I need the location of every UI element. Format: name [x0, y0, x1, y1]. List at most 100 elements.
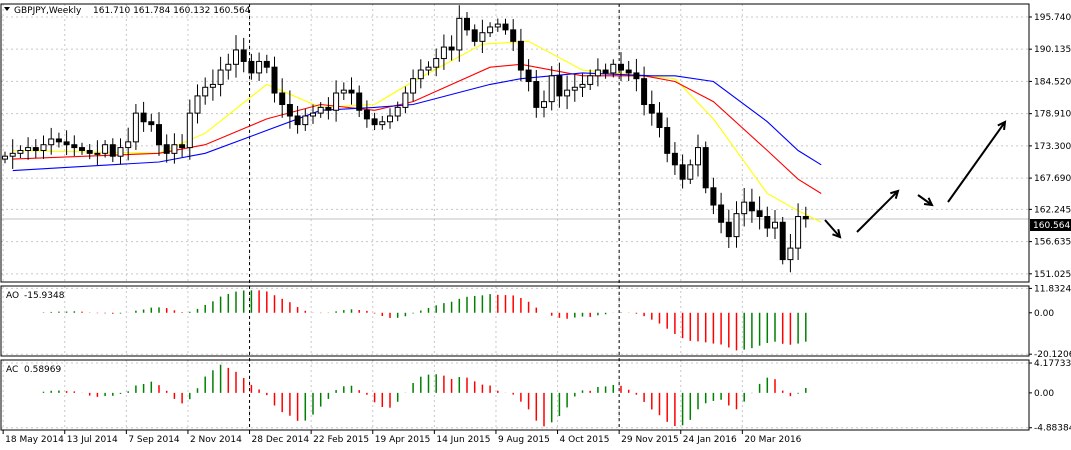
ma-line-0: [12, 40, 822, 223]
candle-body: [679, 164, 686, 180]
candle-body: [286, 104, 293, 117]
candle-body: [240, 49, 247, 62]
candle-body: [733, 213, 740, 238]
candle-body: [548, 75, 555, 103]
candle-body: [533, 81, 540, 108]
candle-body: [63, 141, 70, 146]
ao-tick-label: 11.8324: [1034, 284, 1071, 294]
time-tick-label: 20 Mar 2016: [744, 435, 801, 445]
candle-body: [71, 144, 78, 149]
candle-body: [148, 121, 155, 126]
candle-body: [602, 69, 609, 74]
ac-tick-label: 0.00: [1034, 389, 1054, 399]
dropdown-icon[interactable]: [4, 7, 10, 11]
current-price-marker: 160.564: [1030, 219, 1071, 231]
candle-body: [448, 46, 455, 51]
panel-frame-main: [0, 3, 1030, 283]
candle-body: [125, 141, 132, 149]
time-tick-label: 4 Oct 2015: [560, 435, 610, 445]
candle-body: [340, 89, 347, 94]
ac-tick-label: 4.17733: [1034, 359, 1071, 369]
price-tick-label: 173.300: [1034, 142, 1071, 152]
candle-body: [517, 40, 524, 71]
panel-frame-ac: [0, 359, 1030, 431]
candle-body: [2, 155, 8, 160]
candle-body: [656, 112, 663, 128]
candle-body: [363, 109, 370, 120]
grid: [1, 4, 1029, 430]
ac-histogram: [42, 364, 807, 427]
price-tick-label: 184.520: [1034, 77, 1071, 87]
time-tick-label: 14 Jun 2015: [436, 435, 490, 445]
price-tick-label: 162.245: [1034, 205, 1071, 215]
current-price-label: 160.564: [1033, 221, 1070, 231]
candle-body: [764, 216, 771, 229]
arrow-down-icon: [832, 228, 842, 239]
candle-body: [348, 89, 355, 94]
ohlc-label: 161.710 161.784 160.132 160.564: [93, 6, 251, 16]
candle-body: [233, 49, 239, 65]
candle-body: [525, 69, 532, 83]
candle-body: [217, 69, 224, 85]
candle-body: [718, 204, 725, 223]
price-tick-label: 167.690: [1034, 174, 1071, 184]
candle-body: [86, 149, 93, 154]
candle-body: [579, 83, 586, 88]
price-tick-label: 178.910: [1034, 110, 1071, 120]
price-tick-label: 151.025: [1034, 270, 1071, 280]
candle-body: [564, 89, 571, 97]
ao-header: AO -15.9348: [6, 291, 65, 301]
ma-line-2: [12, 72, 822, 172]
candle-body: [440, 46, 447, 60]
candle-body: [140, 112, 147, 123]
candle-body: [294, 115, 301, 126]
candle-body: [633, 72, 640, 80]
candle-body: [333, 92, 340, 111]
candle-body: [687, 164, 694, 180]
time-tick-label: 24 Jan 2016: [683, 435, 737, 445]
candle-body: [202, 86, 209, 97]
candle-body: [387, 115, 393, 123]
candle-body: [394, 106, 401, 117]
time-tick-label: 18 May 2014: [5, 435, 64, 445]
candle-body: [117, 147, 124, 157]
candle-body: [594, 69, 601, 77]
ao-title: AO: [6, 291, 19, 301]
candle-body: [32, 147, 39, 151]
ao-tick-label: -20.1206: [1034, 350, 1071, 360]
candle-body: [132, 112, 139, 143]
chart-header: GBPJPY,Weekly 161.710 161.784 160.132 16…: [4, 6, 251, 16]
arrow-down-icon: [923, 197, 934, 207]
candle-body: [186, 112, 193, 149]
price-tick-label: 195.740: [1034, 13, 1071, 23]
forecast-arrows: [824, 120, 1007, 239]
candle-body: [425, 66, 432, 71]
candle-body: [756, 210, 763, 218]
panel-frames: [0, 3, 1030, 431]
candle-body: [379, 121, 386, 126]
candle-body: [9, 152, 16, 157]
time-axis: 18 May 2014 13 Jul 2014 7 Sep 2014 2 Nov 20…: [2, 430, 802, 445]
ac-title: AC: [6, 365, 18, 375]
candle-body: [25, 147, 32, 151]
candle-body: [802, 216, 809, 220]
period-separators: [249, 4, 620, 430]
candle-body: [487, 26, 494, 34]
candle-body: [695, 147, 701, 166]
candle-body: [310, 112, 316, 117]
candle-body: [710, 187, 717, 206]
candle-body: [772, 221, 778, 229]
candle-body: [433, 58, 440, 68]
candle-body: [17, 149, 24, 154]
candle-body: [302, 115, 309, 126]
candle-body: [795, 216, 802, 249]
candle-body: [156, 124, 162, 146]
candle-body: [748, 201, 755, 212]
candle-body: [671, 152, 678, 166]
arrow-shaft: [824, 219, 841, 238]
candle-body: [317, 106, 324, 114]
time-tick-label: 29 Nov 2015: [621, 435, 679, 445]
price-tick-label: 190.135: [1034, 45, 1071, 55]
price-tick-label: 156.635: [1034, 238, 1071, 248]
